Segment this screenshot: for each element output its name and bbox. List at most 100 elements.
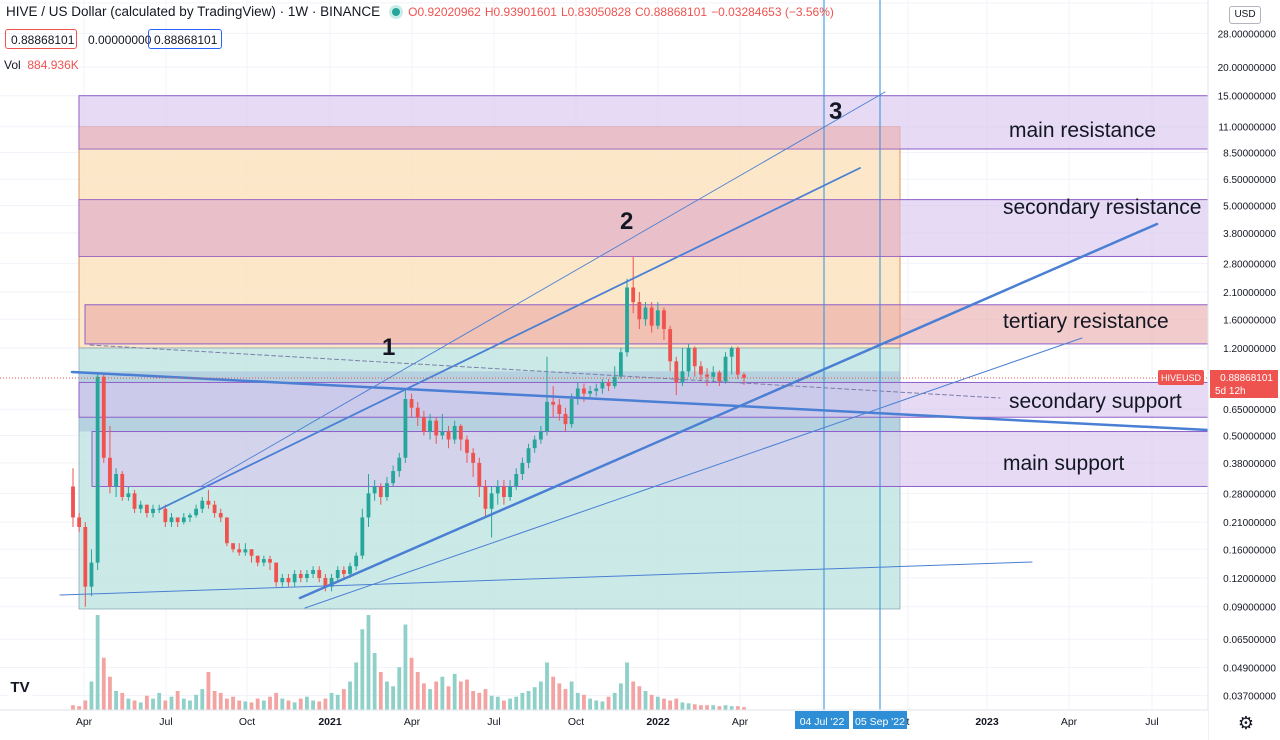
volume-bar <box>151 698 155 710</box>
price-tick-label: 1.60000000 <box>1223 315 1276 326</box>
volume-bar <box>409 657 414 710</box>
high-value: H0.93901601 <box>484 5 557 19</box>
candle-body <box>144 504 149 514</box>
market-status-icon <box>392 8 401 17</box>
candle-body <box>224 517 229 544</box>
time-axis-bg <box>0 710 1208 740</box>
volume-bar <box>249 702 254 710</box>
volume-bar <box>206 672 211 710</box>
price-tick-label: 0.38000000 <box>1223 459 1276 470</box>
price-tick-label: 2.80000000 <box>1223 259 1276 270</box>
volume-bar <box>366 615 371 710</box>
base-trendline <box>59 561 1033 596</box>
candle-body <box>526 448 531 463</box>
time-tick-label: Apr <box>732 716 749 728</box>
volume-bar <box>563 689 568 710</box>
volume-bar <box>89 681 94 710</box>
volume-bar <box>606 696 611 710</box>
volume-bar <box>194 694 199 710</box>
date-marker-tag <box>853 711 907 729</box>
candle-body <box>434 420 439 436</box>
gear-icon[interactable]: ⚙ <box>1237 713 1255 733</box>
trend-lines[interactable] <box>0 0 1210 710</box>
price-tick-label: 20.00000000 <box>1218 63 1277 74</box>
candle-body <box>132 493 137 509</box>
volume-bar <box>655 696 660 710</box>
candle-body <box>175 517 180 523</box>
candle-body <box>378 486 383 497</box>
volume-bar <box>446 686 451 710</box>
volume-bar <box>188 700 192 710</box>
time-tick-label: 2022 <box>646 716 670 728</box>
time-tick-label: Apr <box>76 716 93 728</box>
volume-bar <box>692 704 697 710</box>
candle-body <box>582 388 586 394</box>
candle-body <box>680 371 685 383</box>
ask-price-box[interactable]: 0.88868101 <box>148 29 222 49</box>
candle-body <box>83 526 88 587</box>
volume-bar <box>569 681 574 710</box>
volume-bar <box>705 705 709 710</box>
time-axis[interactable]: Apr Jul Oct 2021 Apr Jul Oct 2022 Apr 04 Jul '22 0… <box>0 709 1208 740</box>
volume-bar <box>126 698 131 710</box>
candle-body <box>163 508 168 523</box>
candle-body <box>483 486 488 509</box>
volume-bar <box>311 700 315 710</box>
volume-bar <box>428 689 432 710</box>
volume-bar <box>224 698 229 710</box>
volume-bar <box>711 705 716 710</box>
candle-body <box>723 356 728 382</box>
time-tick-label: Jul <box>1145 716 1158 728</box>
candle-body <box>551 401 556 405</box>
candle-body <box>151 508 155 514</box>
price-tick-label: 2.10000000 <box>1223 288 1276 299</box>
price-axis[interactable]: 28.00000000 20.00000000 15.00000000 11.0000… <box>1158 0 1280 740</box>
candle-body <box>471 452 476 463</box>
candle-body <box>89 562 94 587</box>
volume-bar <box>397 667 402 710</box>
candle-body <box>508 486 512 497</box>
price-tick-label: 28.00000000 <box>1218 29 1277 40</box>
price-tick-label: 0.03700000 <box>1223 692 1276 703</box>
volume-bar <box>243 701 248 710</box>
volume-bar <box>95 615 100 710</box>
price-tick-label: 8.50000000 <box>1223 148 1276 159</box>
candle-body <box>538 431 543 440</box>
volume-bar <box>348 681 352 710</box>
volume-bar <box>588 698 593 710</box>
candle-body <box>231 543 235 550</box>
candle-body <box>618 352 623 377</box>
change-value: −0.03284653 (−3.56%) <box>711 5 834 19</box>
volume-bar <box>286 700 291 710</box>
volume-bar <box>631 681 636 710</box>
channel-line <box>159 167 861 510</box>
candle-body <box>354 555 359 567</box>
zone-main-resistance <box>78 95 1209 150</box>
bid-price-box[interactable]: 0.88868101 <box>5 29 77 49</box>
candle-body <box>514 473 519 487</box>
tradingview-logo[interactable]: TV <box>5 676 35 700</box>
candle-body <box>397 457 402 472</box>
price-tick-label: 0.06500000 <box>1223 635 1276 646</box>
close-value: C0.88868101 <box>635 5 708 19</box>
currency-button[interactable]: USD <box>1229 6 1261 24</box>
time-tick-label: Apr <box>404 716 421 728</box>
volume-bar <box>157 692 162 710</box>
volume-bar <box>434 681 439 710</box>
symbol-title[interactable]: HIVE / US Dollar (calculated by TradingV… <box>6 4 381 19</box>
volume-legend: Vol 884.936K <box>4 58 79 72</box>
candle-body <box>686 348 691 372</box>
candle-body <box>169 517 174 523</box>
volume-bar <box>495 696 500 710</box>
volume-bar <box>680 702 685 710</box>
candle-body <box>729 348 734 357</box>
candle-body <box>662 310 666 330</box>
candle-body <box>311 570 315 574</box>
candle-body <box>77 517 82 527</box>
volume-bar <box>582 694 586 710</box>
price-tick-label: 15.00000000 <box>1218 92 1277 103</box>
candle-body <box>249 549 254 556</box>
candle-body <box>692 348 697 367</box>
spread-box: 0.00000000 <box>88 33 152 47</box>
